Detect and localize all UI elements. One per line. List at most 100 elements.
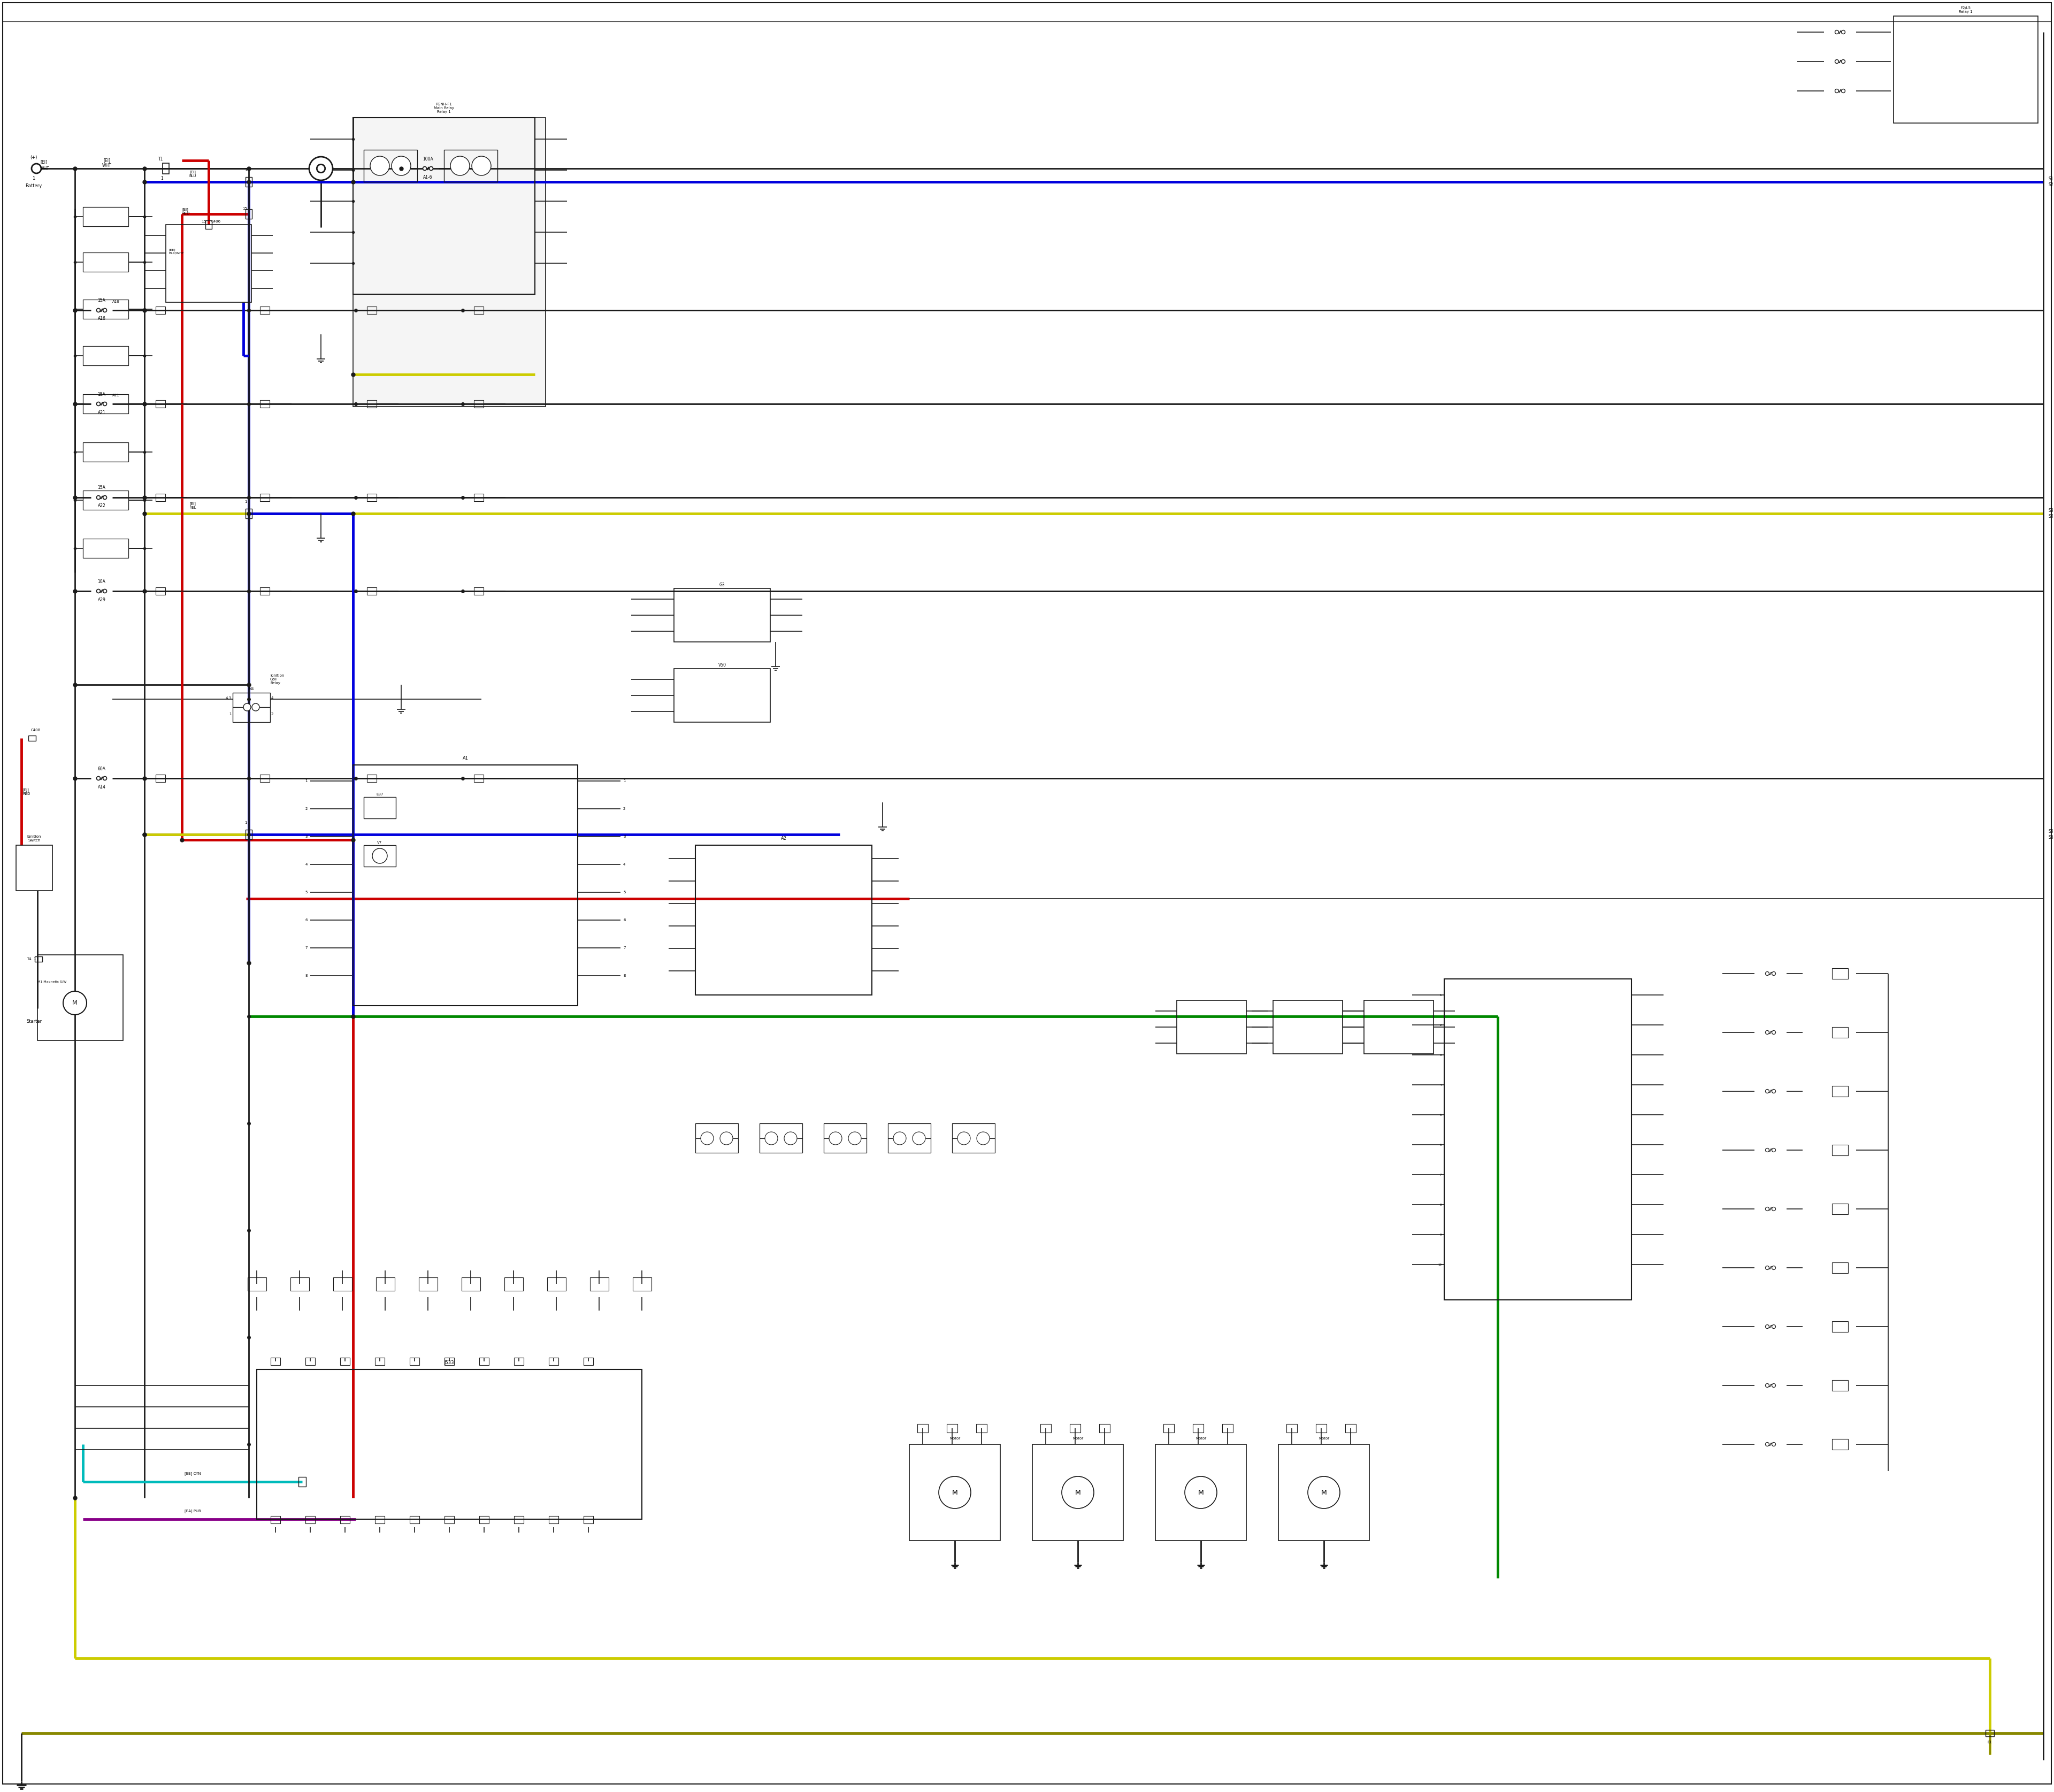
Circle shape xyxy=(1773,1443,1775,1446)
Text: 4: 4 xyxy=(306,862,308,866)
Circle shape xyxy=(372,848,388,864)
Bar xyxy=(479,1516,489,1523)
Bar xyxy=(82,208,127,226)
Bar xyxy=(333,1278,351,1290)
Bar xyxy=(474,495,483,502)
Circle shape xyxy=(1773,1208,1775,1211)
Text: (+): (+) xyxy=(31,156,37,159)
Circle shape xyxy=(103,776,107,780)
Bar xyxy=(82,443,127,462)
Text: 2: 2 xyxy=(271,713,273,715)
Text: [EJ]
RED: [EJ] RED xyxy=(23,788,31,796)
Circle shape xyxy=(1766,1208,1768,1211)
Bar xyxy=(82,346,127,366)
Circle shape xyxy=(830,1133,842,1145)
Text: 7: 7 xyxy=(622,946,626,950)
Bar xyxy=(353,765,577,1005)
Bar xyxy=(29,735,35,740)
Text: 1: 1 xyxy=(33,176,35,181)
Circle shape xyxy=(103,401,107,405)
Text: V50: V50 xyxy=(719,663,727,668)
Circle shape xyxy=(97,496,101,500)
Bar xyxy=(364,846,396,867)
Text: 4: 4 xyxy=(622,862,626,866)
Text: Motor: Motor xyxy=(949,1437,959,1441)
Circle shape xyxy=(1766,1265,1768,1271)
Bar xyxy=(1364,1000,1434,1054)
Circle shape xyxy=(64,991,86,1014)
Text: 10A: 10A xyxy=(99,579,105,584)
Bar xyxy=(474,588,483,595)
Text: 6: 6 xyxy=(622,919,626,921)
Bar xyxy=(474,400,483,407)
Bar xyxy=(257,1369,641,1520)
Bar xyxy=(1317,1425,1327,1432)
Text: [EI]
BLU: [EI] BLU xyxy=(189,170,195,177)
Text: A2: A2 xyxy=(781,837,787,840)
Bar xyxy=(419,1278,438,1290)
Text: M1 Magnetic S/W: M1 Magnetic S/W xyxy=(37,980,66,984)
Bar xyxy=(82,253,127,272)
Bar xyxy=(82,539,127,557)
Text: [EA] PUR: [EA] PUR xyxy=(185,1509,201,1512)
Circle shape xyxy=(957,1133,969,1145)
Text: M: M xyxy=(1197,1489,1204,1496)
Bar xyxy=(1222,1425,1232,1432)
Text: 3: 3 xyxy=(306,835,308,839)
Bar xyxy=(548,1358,559,1366)
Circle shape xyxy=(316,165,325,172)
Text: [EE]
BLK/WHT: [EE] BLK/WHT xyxy=(168,249,185,254)
Text: J533: J533 xyxy=(444,1360,454,1366)
Bar xyxy=(271,1516,279,1523)
Bar xyxy=(376,1516,384,1523)
Bar xyxy=(444,1516,454,1523)
Text: 7: 7 xyxy=(306,946,308,950)
Bar xyxy=(82,491,127,509)
Text: Ignition
Coil
Relay: Ignition Coil Relay xyxy=(271,674,283,685)
Bar xyxy=(1163,1425,1175,1432)
Circle shape xyxy=(31,163,41,174)
Text: Ignition
Switch: Ignition Switch xyxy=(27,835,41,842)
Bar xyxy=(953,1124,994,1152)
Bar xyxy=(1832,1262,1849,1272)
Circle shape xyxy=(242,704,251,711)
Circle shape xyxy=(1840,59,1844,63)
Bar xyxy=(261,774,269,781)
Bar xyxy=(409,1358,419,1366)
Bar xyxy=(505,1278,524,1290)
Circle shape xyxy=(253,704,259,711)
Text: A1: A1 xyxy=(462,756,468,760)
Bar xyxy=(887,1124,930,1152)
Bar xyxy=(1832,1145,1849,1156)
Circle shape xyxy=(1840,30,1844,34)
Bar xyxy=(290,1278,310,1290)
Text: 15A: 15A xyxy=(99,297,105,303)
Bar xyxy=(696,1124,737,1152)
Text: 15A: 15A xyxy=(99,486,105,491)
Bar xyxy=(368,400,376,407)
Circle shape xyxy=(1773,1030,1775,1034)
Bar xyxy=(760,1124,803,1152)
Bar xyxy=(353,118,546,407)
Circle shape xyxy=(310,156,333,181)
Bar xyxy=(156,400,164,407)
Bar xyxy=(976,1425,986,1432)
Text: Motor: Motor xyxy=(1195,1437,1206,1441)
Bar xyxy=(261,588,269,595)
Bar xyxy=(35,957,43,962)
Text: A14: A14 xyxy=(99,785,105,788)
Circle shape xyxy=(721,1133,733,1145)
Bar xyxy=(261,400,269,407)
Bar xyxy=(246,830,253,839)
Bar xyxy=(37,955,123,1041)
Text: 2: 2 xyxy=(622,806,626,810)
Bar xyxy=(1193,1425,1204,1432)
Text: 8: 8 xyxy=(622,975,626,977)
Text: S1
S2: S1 S2 xyxy=(2048,177,2054,186)
Circle shape xyxy=(1766,1443,1768,1446)
Bar xyxy=(548,1516,559,1523)
Text: WHT: WHT xyxy=(41,167,49,170)
Text: A16: A16 xyxy=(113,299,119,303)
Bar xyxy=(341,1516,349,1523)
Bar xyxy=(514,1358,524,1366)
